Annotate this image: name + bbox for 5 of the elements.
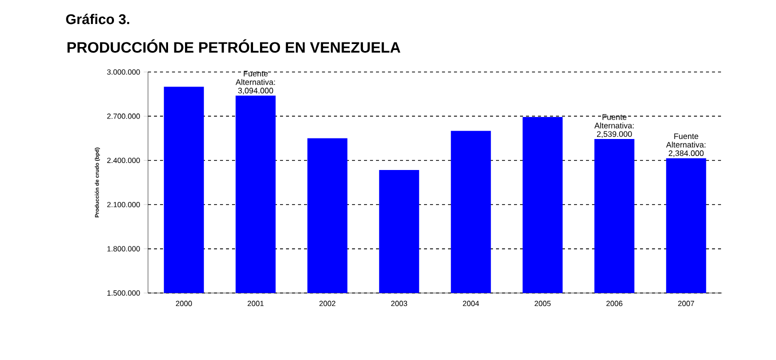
annotation: Fuente Alternativa: 2,384.000 xyxy=(666,133,706,157)
annotation: Fuente Alternativa: 3,094.000 xyxy=(236,70,275,94)
chart-subtitle: PRODUCCIÓN DE PETRÓLEO EN VENEZUELA xyxy=(68,39,400,53)
annotation: Fuente Alternativa: 2,539.000 xyxy=(594,114,634,138)
chart-title: Gráfico 3. xyxy=(66,14,130,24)
